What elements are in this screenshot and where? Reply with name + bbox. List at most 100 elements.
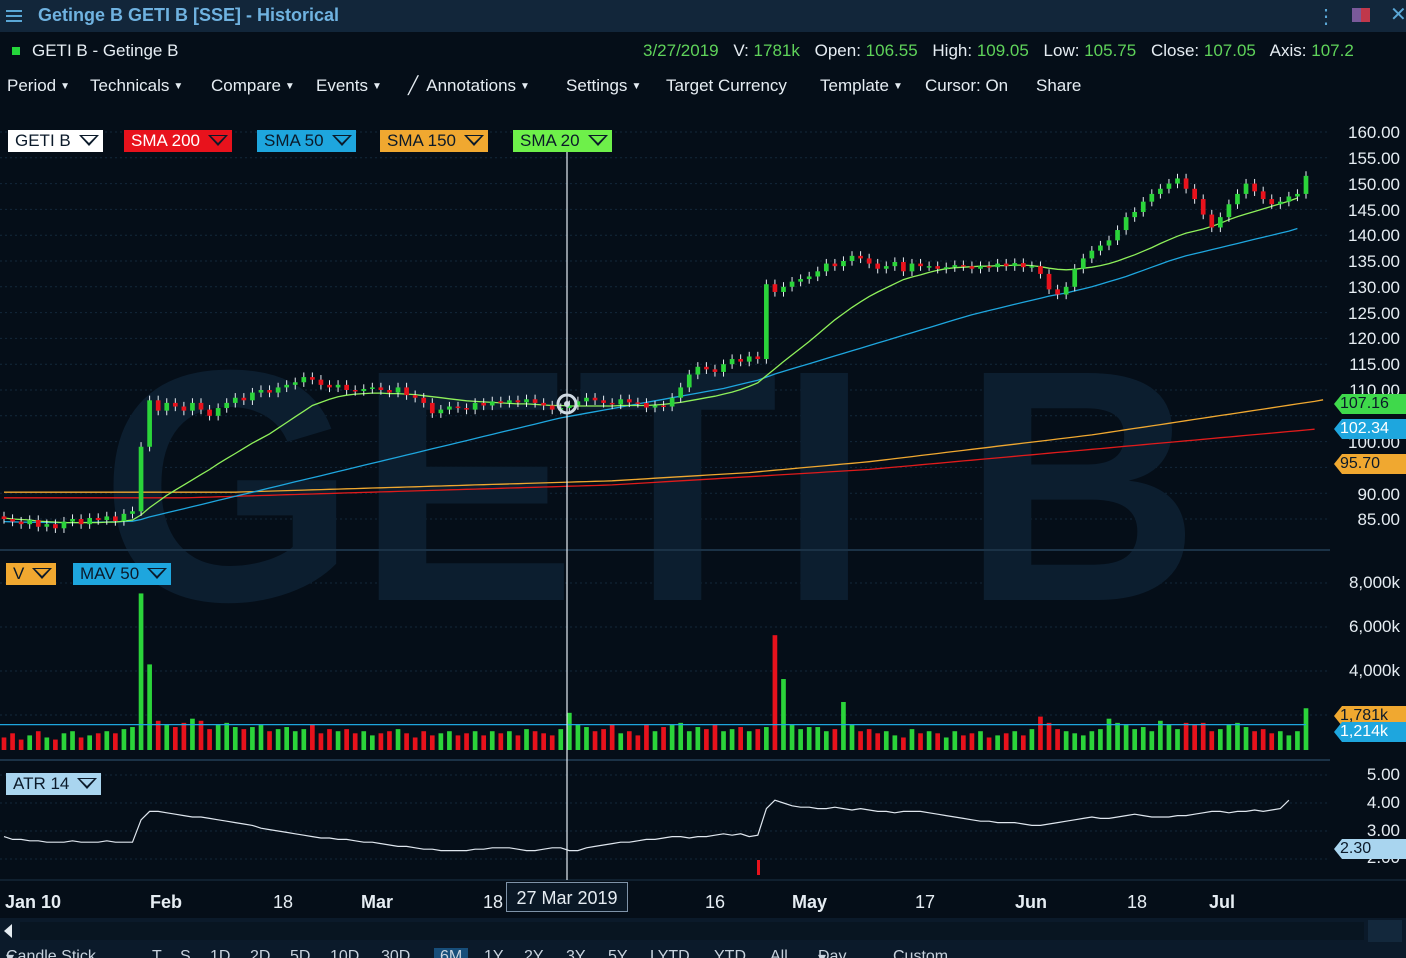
price-axis-tick: 135.00 [1348, 252, 1400, 271]
events-menu[interactable]: Events ▼ [316, 76, 382, 95]
volume-bar [1158, 720, 1163, 750]
price-axis-tick: 115.00 [1349, 355, 1400, 374]
volume-bar [926, 731, 932, 750]
event-marker [757, 860, 760, 875]
period-5d[interactable]: 5D [290, 948, 311, 958]
chart-area[interactable]: GETI B [0, 104, 1406, 884]
instrument-name: GETI B - Getinge B [32, 41, 179, 60]
target-currency-button[interactable]: Target Currency [666, 76, 787, 95]
candle-body [172, 402, 178, 407]
period-lytd[interactable]: LYTD [650, 948, 690, 958]
candle-body [815, 271, 821, 277]
candle-body [1012, 263, 1018, 267]
settings-menu[interactable]: Settings ▼ [566, 76, 642, 95]
candle-body [592, 397, 598, 401]
interval-menu[interactable]: Day ▾ [818, 948, 847, 958]
legend-sma-50[interactable]: SMA 50 [257, 130, 356, 152]
legend-sma-150[interactable]: SMA 150 [380, 130, 488, 152]
volume-bar [181, 722, 187, 750]
volume-bar [1209, 731, 1215, 750]
period-2d[interactable]: 2D [250, 948, 271, 958]
template-menu[interactable]: Template ▼ [820, 76, 903, 95]
cursor-toggle[interactable]: Cursor: On [925, 76, 1009, 95]
period-custom[interactable]: Custom [893, 948, 949, 958]
volume-bar [421, 731, 427, 750]
candle-body [232, 397, 238, 403]
candle-body [883, 266, 889, 269]
flag-icon[interactable] [1352, 8, 1370, 22]
chart-type-menu[interactable]: Candle Stick ▾ [6, 948, 96, 958]
volume-bar [1072, 733, 1078, 750]
volume-bar [772, 635, 778, 750]
candle-body [669, 397, 675, 407]
legend-geti-b[interactable]: GETI B [8, 130, 103, 152]
volume-bar [661, 727, 666, 750]
candle-body [849, 255, 855, 261]
candle-body [738, 359, 743, 362]
period-5y[interactable]: 5Y [608, 948, 628, 958]
period-t[interactable]: T [152, 948, 162, 958]
atr-axis-tick: 3.00 [1366, 821, 1400, 840]
scroll-track[interactable] [20, 922, 1364, 940]
candle-body [464, 408, 469, 410]
close-value: 107.05 [1203, 41, 1256, 60]
candle-body [395, 387, 401, 393]
candle-body [44, 524, 50, 527]
candle-body [327, 384, 332, 388]
technicals-menu[interactable]: Technicals ▼ [90, 76, 184, 95]
candle-body [18, 521, 24, 525]
candle-body [412, 395, 418, 398]
period-ytd[interactable]: YTD [714, 948, 746, 958]
volume-bar [609, 724, 615, 750]
candle-body [130, 511, 135, 514]
volume-label: V: [733, 41, 749, 60]
candle-body [524, 399, 529, 403]
scroll-left-icon[interactable] [4, 924, 12, 938]
period-30d[interactable]: 30D [381, 948, 411, 958]
scroll-thumb[interactable] [1368, 920, 1402, 942]
period-1y[interactable]: 1Y [484, 948, 504, 958]
candle-body [686, 374, 692, 388]
volume-bar [1286, 735, 1292, 750]
legend-sma-20[interactable]: SMA 20 [513, 130, 612, 152]
annotations-menu[interactable]: ╱ Annotations ▼ [408, 76, 530, 95]
period-all[interactable]: All [770, 948, 788, 958]
more-options-icon[interactable]: ⋮ [1316, 6, 1336, 28]
period-s[interactable]: S [180, 948, 191, 958]
atr-axis-tick: 4.00 [1366, 793, 1400, 812]
volume-bar [215, 724, 221, 750]
candle-body [1003, 263, 1009, 267]
period-10d[interactable]: 10D [330, 948, 360, 958]
legend-sma-200[interactable]: SMA 200 [124, 130, 232, 152]
legend-mav-50[interactable]: MAV 50 [73, 563, 172, 585]
instrument-color-indicator [12, 47, 20, 55]
volume-bar [652, 731, 658, 750]
period-6m[interactable]: 6M [434, 948, 469, 958]
candle-body [147, 400, 152, 447]
compare-menu[interactable]: Compare ▼ [211, 76, 295, 95]
share-button[interactable]: Share [1036, 76, 1082, 95]
candle-body [387, 390, 392, 393]
period-1d[interactable]: 1D [210, 948, 231, 958]
legend-atr-14[interactable]: ATR 14 [6, 773, 102, 795]
period-3y[interactable]: 3Y [566, 948, 586, 958]
candle-body [772, 284, 778, 292]
close-icon[interactable]: ✕ [1390, 4, 1406, 26]
period-2y[interactable]: 2Y [524, 948, 544, 958]
candle-body [472, 402, 478, 410]
candle-body [764, 284, 769, 360]
candle-body [1089, 250, 1095, 259]
hamburger-menu-icon[interactable] [6, 7, 22, 23]
volume-bar [678, 722, 684, 750]
candle-body [241, 397, 247, 401]
volume-bar [1218, 729, 1223, 750]
legend-volume[interactable]: V [6, 563, 57, 585]
candle-body [318, 379, 324, 385]
candle-body [575, 401, 581, 406]
volume-bar [1038, 716, 1043, 750]
volume-bar [104, 731, 110, 750]
volume-bar [155, 720, 161, 750]
period-menu[interactable]: Period ▼ [7, 76, 71, 95]
candle-body [1098, 245, 1103, 251]
volume-bar [721, 731, 726, 750]
